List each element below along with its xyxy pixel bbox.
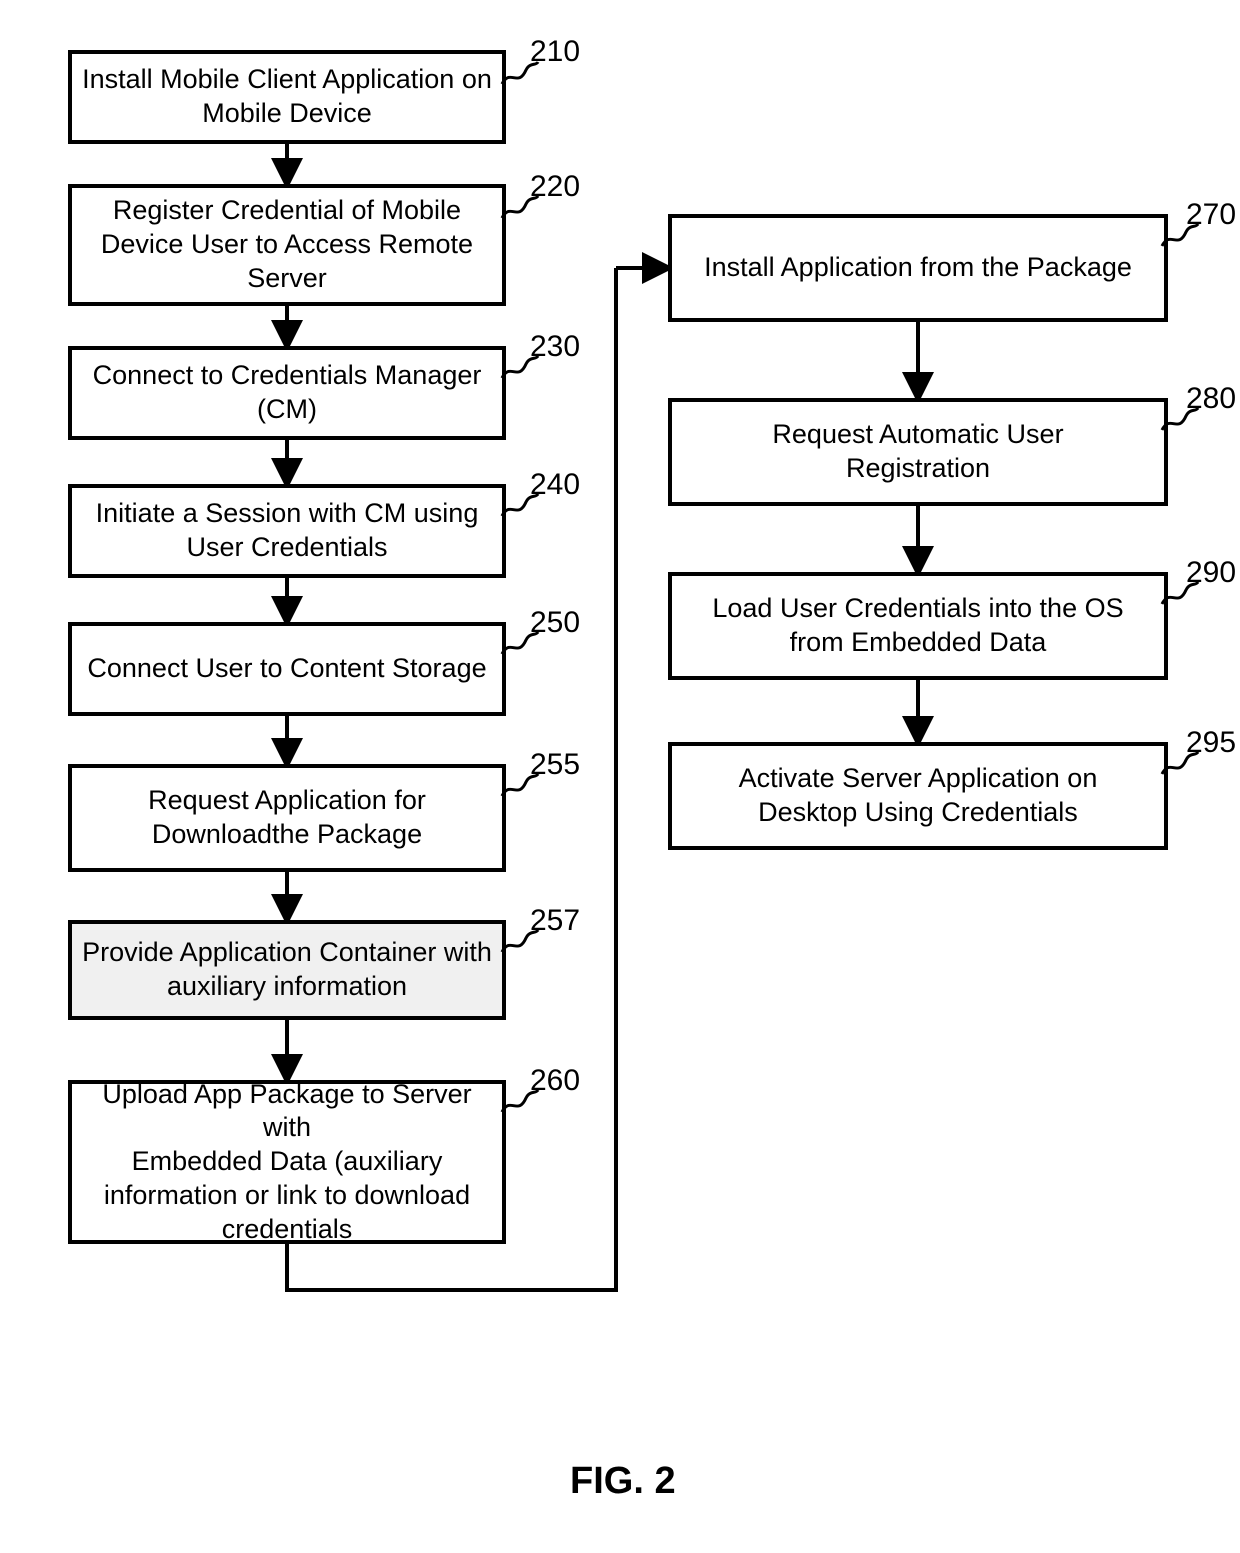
squiggle-icon [500,490,540,522]
squiggle-icon [1160,578,1200,610]
flow-box-text: Provide Application Container with auxil… [82,936,492,1004]
flow-box-text: Install Application from the Package [704,251,1132,285]
flow-box-295: Activate Server Application on Desktop U… [668,742,1168,850]
flow-box-text: Connect User to Content Storage [87,652,486,686]
squiggle-icon [500,770,540,802]
flow-box-290: Load User Credentials into the OS from E… [668,572,1168,680]
flow-box-text: Install Mobile Client Application on Mob… [82,63,492,131]
flow-box-text: Register Credential of Mobile Device Use… [101,194,473,295]
flow-box-257: Provide Application Container with auxil… [68,920,506,1020]
flow-box-text: Upload App Package to Server with Embedd… [82,1078,492,1247]
flow-box-text: Load User Credentials into the OS from E… [712,592,1123,660]
squiggle-icon [500,628,540,660]
squiggle-icon [1160,404,1200,436]
flow-box-260: Upload App Package to Server with Embedd… [68,1080,506,1244]
flow-box-text: Request Application for Downloadthe Pack… [148,784,426,852]
squiggle-icon [500,58,540,90]
squiggle-icon [1160,220,1200,252]
flow-box-270: Install Application from the Package [668,214,1168,322]
flow-box-text: Connect to Credentials Manager (CM) [93,359,482,427]
flow-box-230: Connect to Credentials Manager (CM) [68,346,506,440]
flow-box-250: Connect User to Content Storage [68,622,506,716]
flow-box-text: Initiate a Session with CM using User Cr… [96,497,479,565]
squiggle-icon [500,926,540,958]
flow-box-210: Install Mobile Client Application on Mob… [68,50,506,144]
flow-box-280: Request Automatic User Registration [668,398,1168,506]
flow-box-text: Request Automatic User Registration [772,418,1063,486]
figure-label: FIG. 2 [570,1460,676,1503]
flow-box-220: Register Credential of Mobile Device Use… [68,184,506,306]
squiggle-icon [500,1086,540,1118]
flow-box-text: Activate Server Application on Desktop U… [739,762,1098,830]
squiggle-icon [500,192,540,224]
flow-box-255: Request Application for Downloadthe Pack… [68,764,506,872]
squiggle-icon [500,352,540,384]
flow-box-240: Initiate a Session with CM using User Cr… [68,484,506,578]
squiggle-icon [1160,748,1200,780]
